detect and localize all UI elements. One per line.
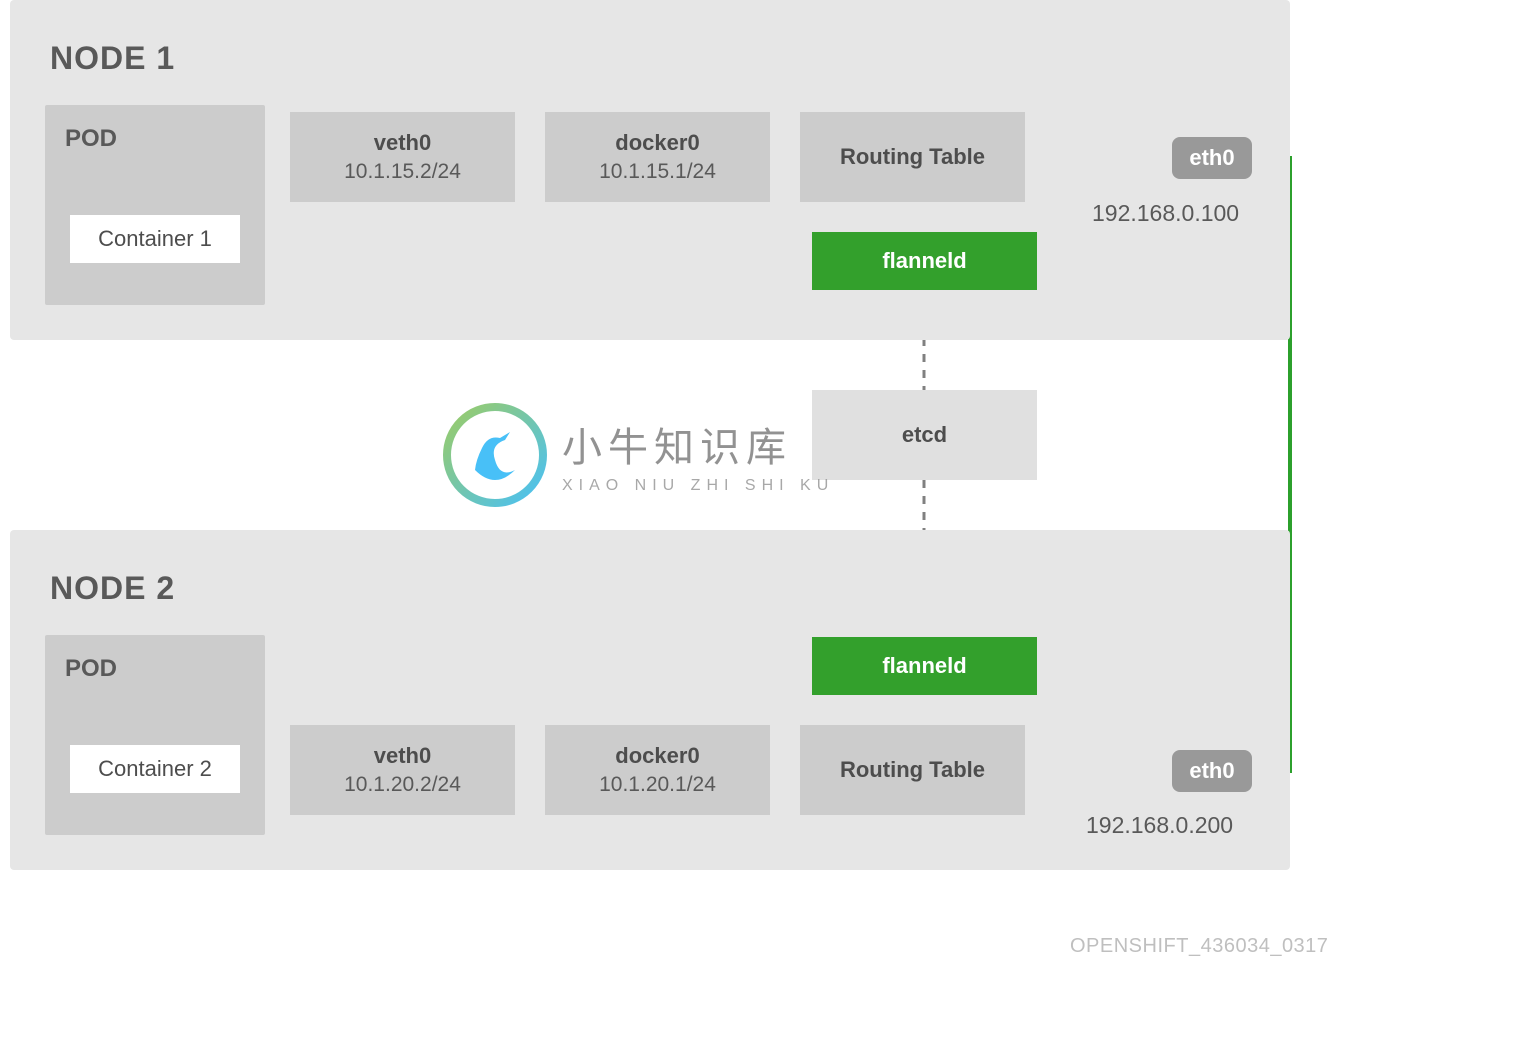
node1-docker: docker0 10.1.15.1/24 — [545, 112, 770, 202]
node2-pod-label: POD — [65, 655, 117, 683]
node1-eth-pill: eth0 — [1172, 137, 1252, 179]
node1-veth-ip: 10.1.15.2/24 — [344, 160, 461, 184]
node2-eth-ip: 192.168.0.200 — [1086, 812, 1233, 839]
node2-veth: veth0 10.1.20.2/24 — [290, 725, 515, 815]
node1-title: NODE 1 — [50, 40, 175, 77]
node1-veth-label: veth0 — [374, 130, 431, 156]
node1-docker-ip: 10.1.15.1/24 — [599, 160, 716, 184]
watermark-logo-icon — [440, 400, 550, 510]
node1-container: Container 1 — [70, 215, 240, 263]
node1-flanneld: flanneld — [812, 232, 1037, 290]
watermark-cn: 小牛知识库 — [562, 415, 834, 473]
etcd-box: etcd — [812, 390, 1037, 480]
node1-veth: veth0 10.1.15.2/24 — [290, 112, 515, 202]
node2-docker-label: docker0 — [615, 743, 699, 769]
node1-eth-ip: 192.168.0.100 — [1092, 200, 1239, 227]
node1-docker-label: docker0 — [615, 130, 699, 156]
footer-text: OPENSHIFT_436034_0317 — [1070, 935, 1328, 958]
node1-routing: Routing Table — [800, 112, 1025, 202]
node1-pod-label: POD — [65, 125, 117, 153]
node2-docker-ip: 10.1.20.1/24 — [599, 773, 716, 797]
node2-title: NODE 2 — [50, 570, 175, 607]
node2-veth-ip: 10.1.20.2/24 — [344, 773, 461, 797]
node2-container: Container 2 — [70, 745, 240, 793]
node2-flanneld: flanneld — [812, 637, 1037, 695]
node2-veth-label: veth0 — [374, 743, 431, 769]
node2-routing: Routing Table — [800, 725, 1025, 815]
node2-eth-pill: eth0 — [1172, 750, 1252, 792]
watermark-en: XIAO NIU ZHI SHI KU — [562, 477, 834, 495]
watermark: 小牛知识库 XIAO NIU ZHI SHI KU — [440, 400, 834, 510]
node2-docker: docker0 10.1.20.1/24 — [545, 725, 770, 815]
